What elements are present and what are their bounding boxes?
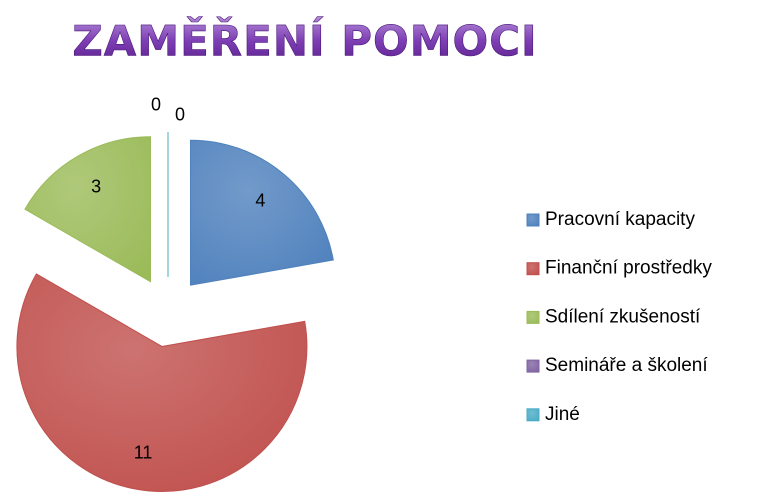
legend-swatch — [526, 359, 540, 373]
data-label: 3 — [91, 176, 101, 196]
legend-swatch — [526, 408, 540, 422]
legend-label: Jiné — [545, 404, 580, 425]
legend: Pracovní kapacity Finanční prostředky Sdíl… — [526, 209, 712, 425]
pie: 4 11 3 0 0 — [16, 95, 334, 492]
data-label: 11 — [134, 442, 153, 462]
legend-swatch — [526, 310, 540, 324]
legend-label: Semináře a školení — [545, 355, 708, 376]
legend-label: Pracovní kapacity — [545, 209, 695, 230]
pie-slice — [189, 139, 334, 286]
data-label: 0 — [151, 95, 161, 115]
legend-label: Sdílení zkušeností — [545, 306, 701, 327]
chart-title: ZAMĚŘENÍ POMOCI — [72, 16, 537, 66]
data-label: 0 — [175, 105, 185, 125]
legend-swatch — [526, 213, 540, 227]
pie-slice — [16, 273, 308, 492]
data-label: 4 — [255, 191, 265, 211]
pie-slice — [24, 136, 151, 283]
legend-swatch — [526, 262, 540, 276]
legend-label: Finanční prostředky — [545, 258, 712, 279]
